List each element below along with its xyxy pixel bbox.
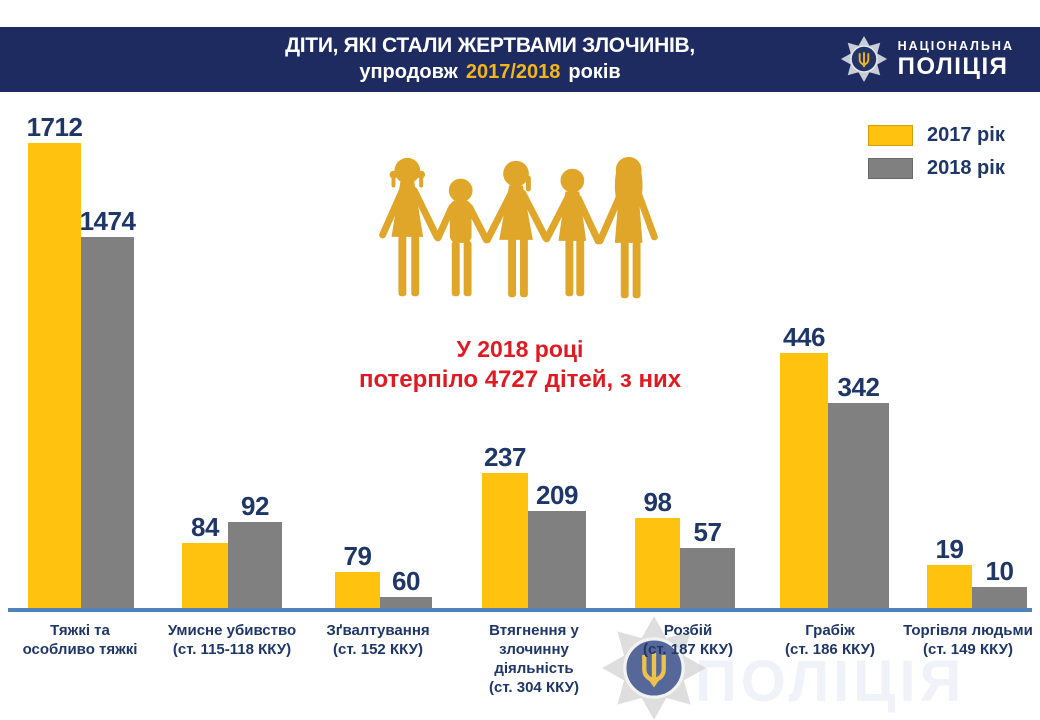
logo-line1: НАЦІОНАЛЬНА (897, 39, 1014, 53)
value-label-2017-group-6: 19 (935, 534, 964, 564)
legend-label-2017: 2017 рік (927, 124, 1005, 146)
value-label-2017-group-3: 237 (484, 442, 526, 472)
category-label-4: Розбій (ст. 187 ККУ) (643, 622, 733, 658)
header-band: ДІТИ, ЯКІ СТАЛИ ЖЕРТВАМИ ЗЛОЧИНІВ, упрод… (0, 27, 1040, 92)
bar-2018-group-4 (680, 548, 735, 611)
annotation-2018-total: У 2018 році потерпіло 4727 дітей, з них (320, 334, 720, 395)
category-label-1: Умисне убивство (ст. 115-118 ККУ) (167, 622, 297, 658)
legend-item-2018: 2018 рік (868, 157, 1005, 180)
legend-item-2017: 2017 рік (868, 124, 1005, 147)
bar-2017-group-4 (635, 518, 680, 611)
category-label-3: Втягнення у злочинну діяльність (ст. 304 КК… (489, 622, 579, 696)
title-line2: упродовж 2017/2018 років (240, 59, 740, 85)
bar-2018-group-0 (81, 237, 134, 611)
bar-2017-group-3 (482, 473, 528, 611)
bar-2017-group-0 (28, 143, 81, 611)
legend: 2017 рік 2018 рік (868, 124, 1005, 180)
value-label-2017-group-2: 79 (343, 541, 372, 571)
police-star-badge-icon (840, 35, 887, 83)
ghost-watermark-text: ПОЛІЦІЯ (695, 649, 966, 714)
bar-2018-group-5 (828, 403, 889, 611)
bar-2018-group-1 (228, 522, 282, 611)
bar-2018-group-3 (528, 511, 586, 611)
value-label-2017-group-1: 84 (191, 512, 219, 542)
annotation-line1: У 2018 році (456, 336, 584, 362)
category-label-5: Грабіж (ст. 186 ККУ) (785, 622, 875, 658)
police-star-badge-watermark-icon (602, 616, 706, 720)
value-label-2018-group-2: 60 (392, 566, 420, 596)
legend-swatch-2017 (868, 125, 913, 146)
title-years: 2017/2018 (465, 61, 561, 83)
legend-swatch-2018 (868, 158, 913, 179)
value-label-2018-group-1: 92 (241, 491, 269, 521)
children-silhouettes-illustration (379, 156, 658, 299)
logo-line2: ПОЛІЦІЯ (897, 53, 1009, 80)
value-label-2018-group-4: 57 (693, 517, 722, 547)
legend-label-2018: 2018 рік (927, 157, 1005, 179)
bar-2017-group-5 (780, 353, 828, 611)
value-label-2018-group-0: 1474 (79, 206, 136, 236)
bar-2018-group-2 (380, 597, 432, 611)
category-label-6: Торгівля людьми (ст. 149 ККУ) (903, 622, 1033, 658)
national-police-logo: НАЦІОНАЛЬНА ПОЛІЦІЯ (840, 35, 1014, 83)
category-label-2: Зґвалтування (ст. 152 ККУ) (326, 622, 430, 658)
value-label-2018-group-5: 342 (837, 372, 880, 402)
annotation-line2: потерпіло 4727 дітей, з них (358, 366, 682, 393)
title-line2-prefix: упродовж (359, 61, 458, 83)
value-label-2018-group-3: 209 (536, 480, 578, 510)
bar-2018-group-6 (972, 587, 1027, 611)
page-title: ДІТИ, ЯКІ СТАЛИ ЖЕРТВАМИ ЗЛОЧИНІВ, упрод… (240, 33, 740, 85)
title-line2-suffix: років (568, 61, 621, 83)
bar-2017-group-6 (927, 565, 972, 611)
value-label-2017-group-5: 446 (783, 322, 825, 352)
value-label-2017-group-4: 98 (643, 487, 672, 517)
logo-text: НАЦІОНАЛЬНА ПОЛІЦІЯ (898, 38, 1014, 80)
value-label-2017-group-0: 1712 (26, 112, 83, 142)
x-axis-baseline (8, 608, 1032, 612)
bar-2017-group-1 (182, 543, 228, 611)
value-label-2018-group-6: 10 (985, 556, 1014, 586)
category-label-0: Тяжкі та особливо тяжкі (22, 622, 138, 658)
bar-2017-group-2 (335, 572, 380, 611)
title-line1: ДІТИ, ЯКІ СТАЛИ ЖЕРТВАМИ ЗЛОЧИНІВ, (285, 34, 695, 57)
